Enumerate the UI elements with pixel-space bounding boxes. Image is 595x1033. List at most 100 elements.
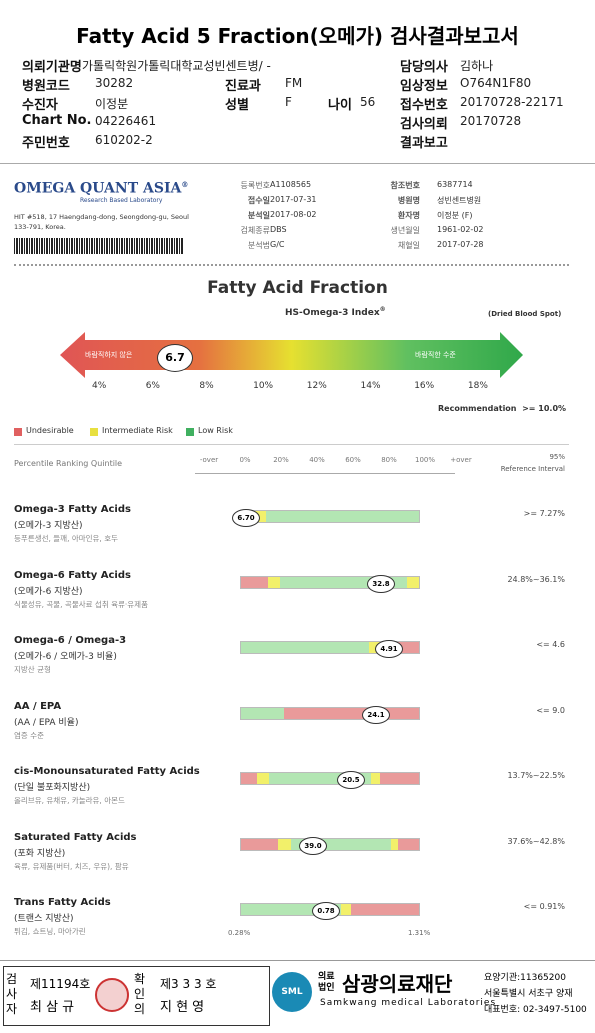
field-label: 임상정보 xyxy=(400,79,448,94)
field-label: 접수번호 xyxy=(400,98,448,113)
lab-field-label: 접수일 xyxy=(247,196,270,205)
tester-name: 최 삼 규 xyxy=(30,1000,75,1015)
row-korean: (트랜스 지방산) xyxy=(14,914,74,924)
index-title: Fatty Acid Fraction xyxy=(207,278,388,298)
field-value: 20170728 xyxy=(460,114,522,128)
row-value: 24.1 xyxy=(362,705,390,724)
bar-segment xyxy=(370,773,380,784)
index-tick: 6% xyxy=(145,381,160,391)
index-tick: 16% xyxy=(414,381,435,391)
field-value: FM xyxy=(285,76,303,90)
bad-label: 바람직하지 않은 xyxy=(85,351,133,359)
lab-field-value: 1961-02-02 xyxy=(437,225,484,234)
field-label: 진료과 xyxy=(225,79,261,94)
lab-name-text: OMEGA QUANT ASIA xyxy=(14,180,182,197)
field-label: 병원코드 xyxy=(22,79,70,94)
legend-swatch xyxy=(90,428,98,436)
scale-line xyxy=(195,473,455,474)
lab-field-label: 생년월일 xyxy=(390,226,420,235)
field-label: 성별 xyxy=(225,98,249,113)
tester-no: 제11194호 xyxy=(30,977,91,991)
bar-segment xyxy=(280,576,407,588)
scale-tick: 100% xyxy=(414,456,435,464)
row-value: 4.91 xyxy=(375,640,403,658)
barcode xyxy=(14,238,184,254)
index-subtitle: HS-Omega-3 Index® xyxy=(285,306,386,318)
index-tick: 10% xyxy=(253,381,274,391)
field-label: 주민번호 xyxy=(22,136,70,151)
lab-field-value: 2017-08-02 xyxy=(270,210,317,219)
risk-bar xyxy=(240,575,420,589)
legend-label: Intermediate Risk xyxy=(102,426,173,435)
risk-bar xyxy=(240,510,420,523)
field-value: O764N1F80 xyxy=(460,76,532,90)
row-korean: (단일 불포화지방산) xyxy=(14,783,91,793)
row-name: Trans Fatty Acids xyxy=(14,897,111,908)
bar-segment xyxy=(278,838,291,850)
row-foods: 육류, 유제품(버터, 치즈, 우유), 팜유 xyxy=(14,861,129,871)
row-reference: 37.6%~42.8% xyxy=(507,836,565,846)
lab-field-value: G/C xyxy=(270,240,285,249)
risk-bar xyxy=(240,772,420,785)
row-foods: 튀김, 쇼트닝, 마아가린 xyxy=(14,927,86,936)
confirm-name: 지 현 영 xyxy=(160,1000,205,1015)
org-logo: SML xyxy=(272,972,312,1012)
index-tick: 12% xyxy=(306,381,327,391)
row-korean: (포화 지방산) xyxy=(14,848,66,859)
lab-field-value: DBS xyxy=(270,225,287,234)
field-value: 04226461 xyxy=(95,114,157,128)
lab-field-label: 참조번호 xyxy=(390,181,420,190)
row-foods: 지방산 균형 xyxy=(14,665,51,674)
field-label: 수진자 xyxy=(22,98,58,113)
title: Fatty Acid 5 Fraction(오메가) 검사결과보고서 xyxy=(76,24,519,48)
confirm-label: 확인의 xyxy=(134,972,146,1016)
lab-field-label: 분석일 xyxy=(247,211,270,220)
divider xyxy=(0,163,595,164)
org-info-line: 서울특별시 서초구 양재 xyxy=(484,989,573,999)
scale-label: Percentile Ranking Quintile xyxy=(14,459,123,468)
tester-label: 검사자 xyxy=(6,972,18,1016)
scale-tick: 60% xyxy=(345,456,361,464)
field-label: 나이 xyxy=(328,98,352,113)
lab-field-label: 병원명 xyxy=(397,196,420,205)
row-name: Omega-6 / Omega-3 xyxy=(14,635,127,646)
lab-field-value: 6387714 xyxy=(437,180,473,189)
row-korean: (오메가-6 / 오메가-3 비율) xyxy=(14,652,117,662)
lab-field-label: 등록번호 xyxy=(240,181,270,190)
index-tick: 18% xyxy=(467,381,488,391)
row-reference: <= 9.0 xyxy=(536,705,565,715)
field-value: 가톨릭학원가톨릭대학교성빈센트병/ - xyxy=(82,59,271,73)
divider xyxy=(0,960,595,961)
field-value: 이정분 xyxy=(95,97,129,111)
row-foods: 식물성유, 곡물, 곡물사료 섭취 육류·유제품 xyxy=(14,599,148,609)
confirm-no: 제3 3 3 호 xyxy=(160,977,217,991)
lab-field-value: 성빈센트병원 xyxy=(437,196,482,205)
row-value: 39.0 xyxy=(299,836,327,855)
index-subtitle-text: HS-Omega-3 Index xyxy=(285,308,380,318)
bar-segment xyxy=(406,576,419,588)
row-name: AA / EPA xyxy=(14,700,62,712)
bar-segment xyxy=(351,904,419,915)
bar-segment xyxy=(241,642,370,653)
row-name: Saturated Fatty Acids xyxy=(14,831,137,843)
row-korean: (오메가-3 지방산) xyxy=(14,521,83,531)
row-value: 6.70 xyxy=(232,509,260,527)
trans-min: 0.28% xyxy=(228,929,251,937)
bar-segment xyxy=(241,576,268,588)
field-value: 20170728-22171 xyxy=(460,95,564,109)
field-value: 김하나 xyxy=(460,59,494,73)
field-label: 의뢰기관명 xyxy=(22,60,82,75)
bar-segment xyxy=(241,707,284,719)
legend-swatch xyxy=(186,428,194,436)
risk-bar xyxy=(240,837,420,851)
org-info-line: 요양기관:11365200 xyxy=(484,973,566,983)
lab-field-value: 2017-07-31 xyxy=(270,195,317,204)
risk-bar xyxy=(240,706,420,720)
row-value: 0.78 xyxy=(312,902,340,920)
row-name: cis-Monounsaturated Fatty Acids xyxy=(14,766,200,777)
bar-segment xyxy=(241,773,258,784)
field-label: 결과보고 xyxy=(400,136,448,151)
field-value: 610202-2 xyxy=(95,133,153,147)
row-value: 32.8 xyxy=(367,574,395,593)
